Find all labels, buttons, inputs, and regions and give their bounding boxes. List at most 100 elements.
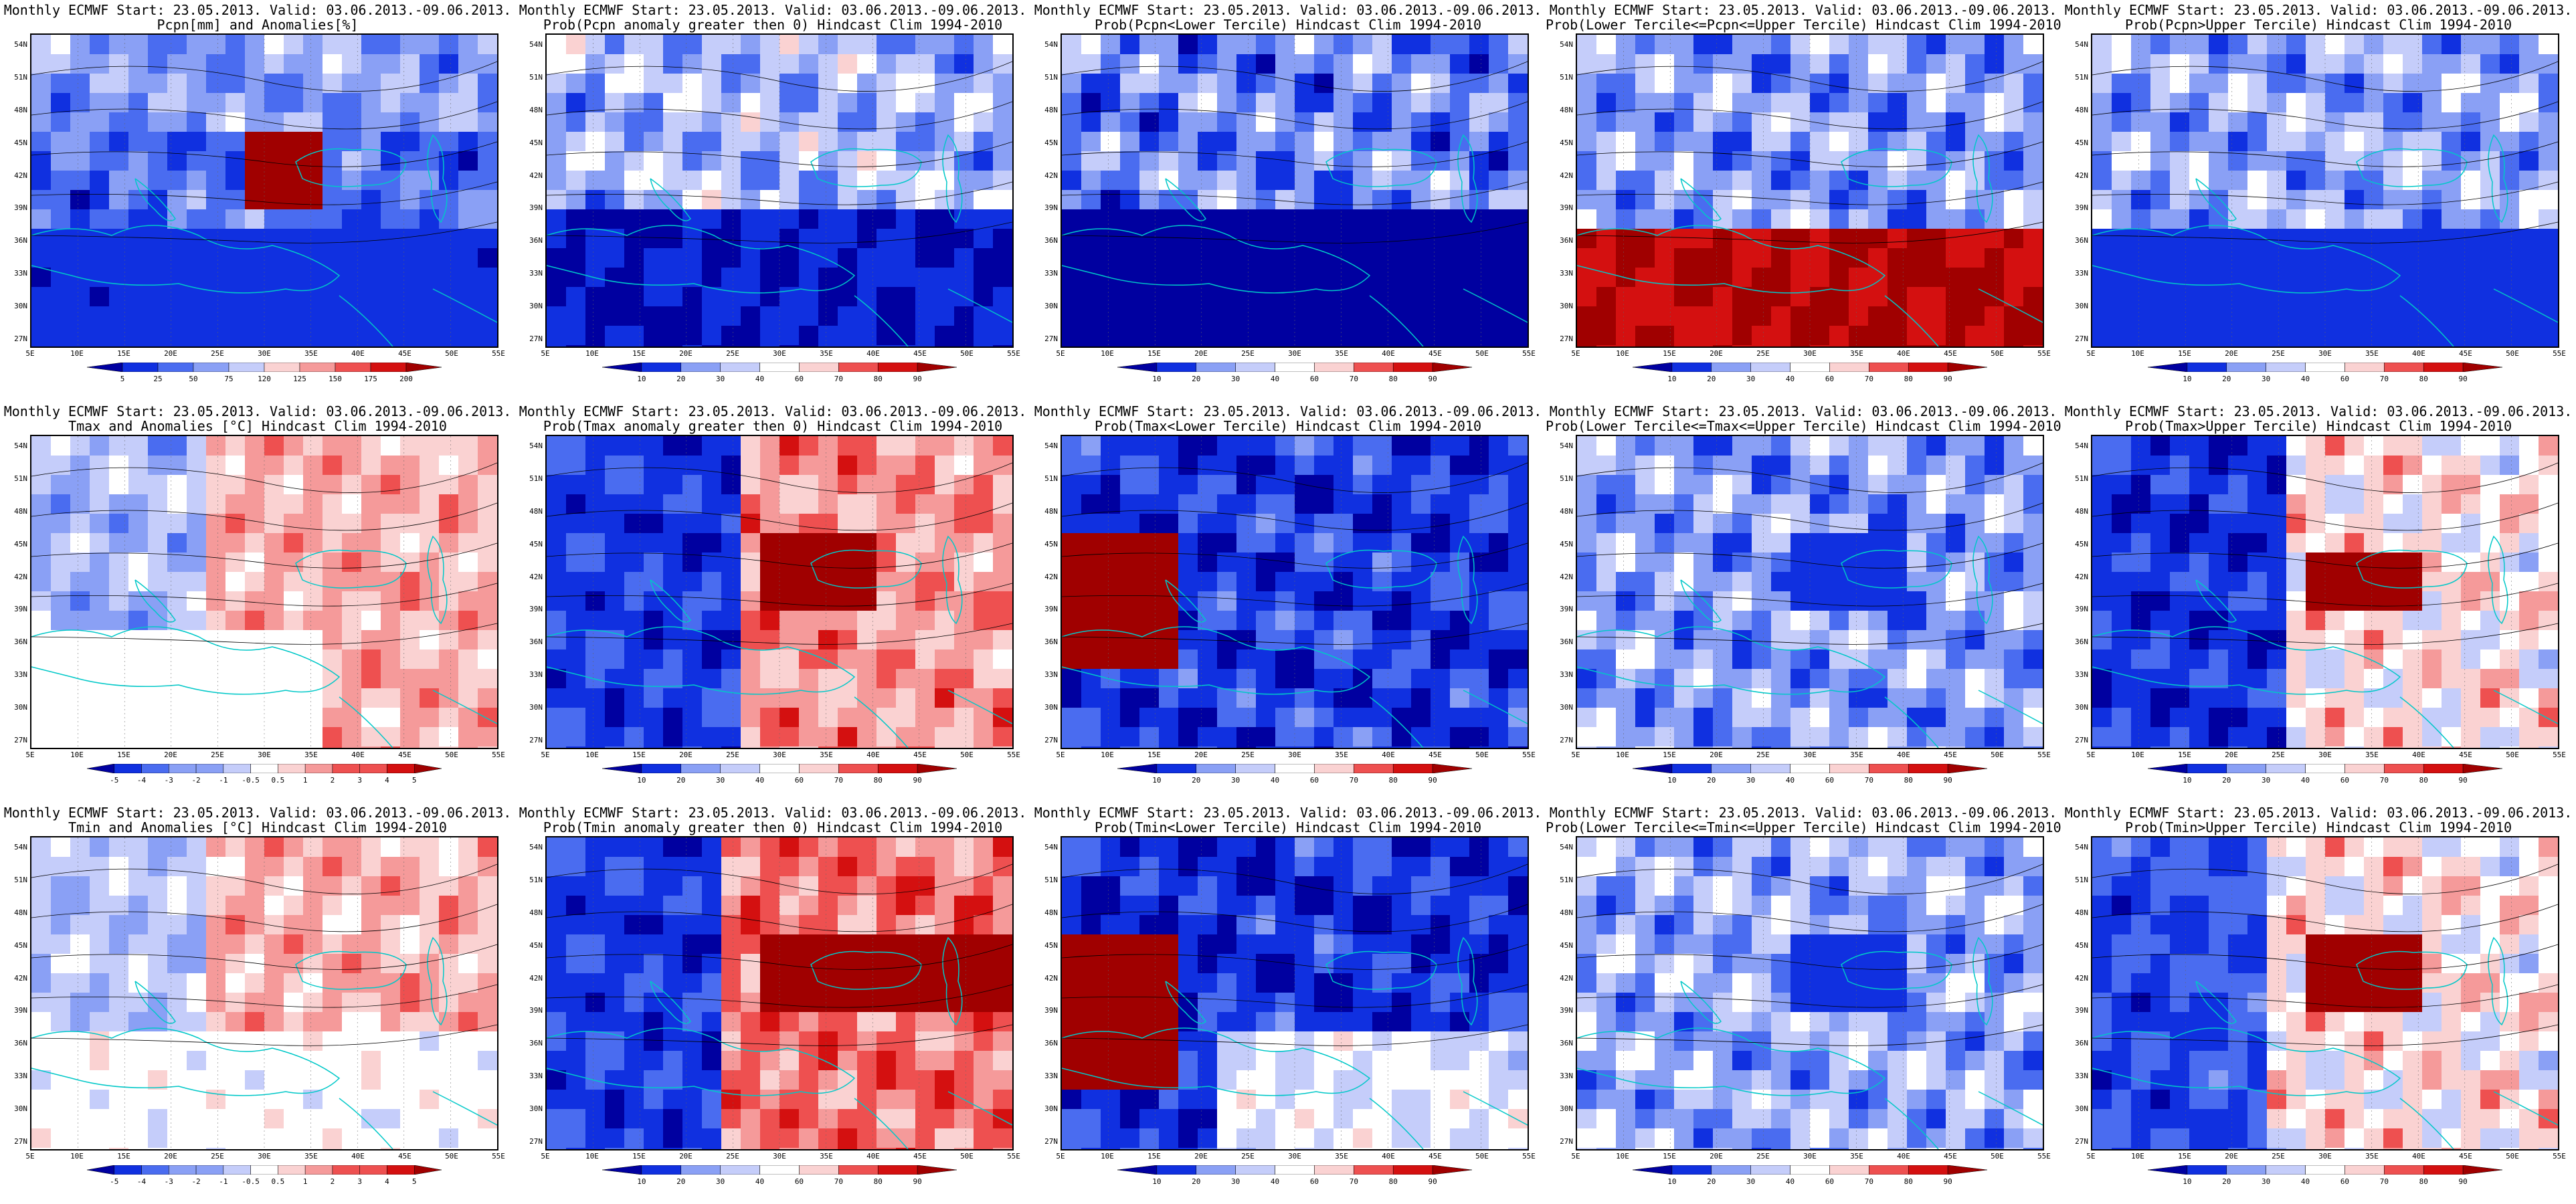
longitude-tick-label: 35E [1850,349,1863,358]
contour-line [2092,623,2558,645]
contour-line [31,623,497,645]
latitude-tick-label: 33N [14,269,27,278]
longitude-tick-label: 20E [1194,750,1208,759]
contour-line [1062,864,1528,894]
colorbar-labels: 10 20 30 40 60 70 80 90 [1633,375,1987,385]
contour-line [547,141,1012,167]
latitude-tick-label: 30N [529,703,543,712]
latitude-tick-label: 39N [1044,203,1058,213]
longitude-tick-label: 20E [679,750,693,759]
longitude-tick-label: 50E [1475,750,1489,759]
map-area [1061,435,1529,749]
panel-title: Monthly ECMWF Start: 23.05.2013. Valid: … [1030,3,1546,32]
latitude-tick-label: 36N [2075,1039,2088,1048]
latitude-tick-label: 42N [2075,572,2088,581]
longitude-tick-label: 10E [1101,1152,1114,1161]
latitude-tick-label: 51N [14,875,27,884]
contour-line [547,181,1012,205]
longitude-tick-label: 25E [726,750,739,759]
map-field [2092,837,2558,1149]
colorbar-tick-label: 10 [1152,776,1162,785]
latitude-tick-label: 51N [1044,72,1058,82]
contour-line [2092,944,2558,970]
coastline [2488,134,2508,223]
longitude-tick-label: 15E [117,1152,130,1161]
longitude-tick-label: 45E [1944,1152,1957,1161]
colorbar-labels: 10 20 30 40 60 70 80 90 [602,776,957,787]
longitude-tick-label: 30E [2318,349,2332,358]
longitude-axis: 5E 10E 15E 20E 25E 30E 35E 40E 45E 50E 55E [541,750,1020,761]
panel-title: Monthly ECMWF Start: 23.05.2013. Valid: … [1546,404,2061,433]
colorbar-tick-label: 20 [1192,375,1201,383]
latitude-tick-label: 30N [14,1104,27,1114]
longitude-tick-label: 10E [70,1152,84,1161]
colorbar-tick-label: 70 [834,776,843,785]
latitude-tick-label: 33N [14,670,27,680]
coastline [2399,1098,2454,1149]
panel-title: Monthly ECMWF Start: 23.05.2013. Valid: … [0,805,515,835]
longitude-tick-label: 50E [445,750,458,759]
colorbar-tick-label: 70 [1349,375,1358,383]
contour-line [547,221,1012,243]
latitude-tick-label: 27N [14,1137,27,1146]
colorbar-tick-label: 90 [1943,375,1952,383]
coastline [1680,981,1722,1024]
colorbar [1117,1165,1472,1175]
colorbar-tick-label: 80 [1388,1177,1398,1186]
latitude-tick-label: 36N [1560,1039,1573,1048]
latitude-tick-label: 39N [2075,203,2088,213]
contour-line [1577,864,2043,894]
panel-title: Monthly ECMWF Start: 23.05.2013. Valid: … [515,805,1030,835]
latitude-tick-label: 39N [2075,605,2088,614]
coastline [2399,295,2454,346]
longitude-tick-label: 40E [866,1152,880,1161]
coastline [2092,225,2401,294]
latitude-tick-label: 51N [1044,474,1058,483]
coastline [1463,288,1528,323]
contour-line [1577,623,2043,645]
longitude-tick-label: 30E [258,750,271,759]
latitude-tick-label: 54N [529,441,543,450]
latitude-tick-label: 45N [1044,138,1058,147]
latitude-tick-label: 48N [1044,908,1058,917]
colorbar-tick-label: 3 [357,776,362,785]
coastline [1463,690,1528,724]
title-line-2: Prob(Tmin>Upper Tercile) Hindcast Clim 1… [2125,819,2512,835]
colorbar-tick-label: 70 [1864,776,1873,785]
colorbar-tick-label: 25 [153,375,163,383]
title-line-1: Monthly ECMWF Start: 23.05.2013. Valid: … [519,805,1027,821]
longitude-tick-label: 40E [351,1152,365,1161]
coastline [650,178,691,221]
latitude-tick-label: 42N [529,171,543,180]
contour-line [1577,61,2043,92]
colorbar-tick-label: 20 [676,375,686,383]
colorbar-tick-label: 90 [913,776,922,785]
longitude-tick-label: 40E [351,349,365,358]
latitude-tick-label: 51N [2075,72,2088,82]
longitude-tick-label: 35E [820,349,833,358]
colorbar-tick-label: 70 [834,1177,843,1186]
latitude-tick-label: 45N [529,138,543,147]
latitude-tick-label: 48N [529,908,543,917]
coastline [854,696,909,748]
coastline [432,1091,497,1126]
coastline [1978,288,2043,323]
colorbar-tick-label: 30 [2262,375,2271,383]
longitude-tick-label: 10E [2131,1152,2144,1161]
longitude-tick-label: 10E [1616,750,1629,759]
longitude-tick-label: 45E [913,750,927,759]
latitude-tick-label: 48N [1044,506,1058,516]
contour-line [1577,101,2043,130]
longitude-tick-label: 30E [773,349,786,358]
coastline [2488,535,2508,625]
longitude-tick-label: 10E [70,750,84,759]
title-line-1: Monthly ECMWF Start: 23.05.2013. Valid: … [519,2,1027,18]
latitude-tick-label: 48N [1560,506,1573,516]
longitude-tick-label: 30E [1288,1152,1301,1161]
coastline [650,579,691,623]
map-panel-tmax-prob-middle: Monthly ECMWF Start: 23.05.2013. Valid: … [1546,401,2061,803]
colorbar-tick-label: 20 [2222,1177,2231,1186]
longitude-tick-label: 10E [2131,349,2144,358]
longitude-tick-label: 35E [1335,1152,1348,1161]
contour-line [547,904,1012,932]
